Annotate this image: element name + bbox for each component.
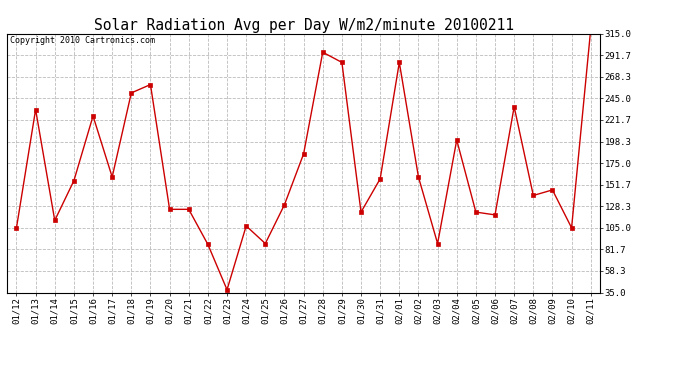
Text: Copyright 2010 Cartronics.com: Copyright 2010 Cartronics.com [10,36,155,45]
Title: Solar Radiation Avg per Day W/m2/minute 20100211: Solar Radiation Avg per Day W/m2/minute … [94,18,513,33]
